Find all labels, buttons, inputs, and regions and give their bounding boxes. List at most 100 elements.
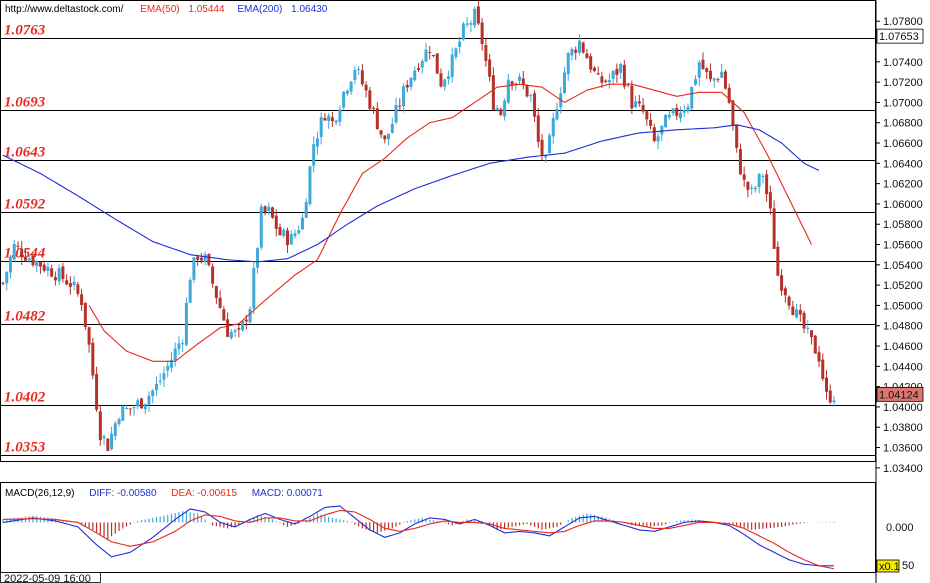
candle-up	[562, 72, 566, 94]
macd-indicator-label: MACD(26,12,9)	[5, 488, 74, 499]
candle-up	[312, 144, 316, 166]
candle-down	[80, 294, 84, 305]
candle-up	[177, 343, 181, 349]
candle-up	[806, 327, 810, 329]
candle-down	[716, 79, 720, 81]
candle-up	[349, 81, 353, 92]
candle-down	[237, 328, 241, 330]
candle-down	[581, 42, 585, 53]
candle-down	[828, 390, 832, 403]
candle-down	[787, 296, 791, 306]
candle-up	[297, 230, 301, 234]
candle-down	[263, 206, 267, 213]
price-label: 1.04124	[879, 389, 919, 401]
candle-down	[98, 411, 102, 441]
candle-up	[626, 84, 630, 87]
candle-up	[390, 123, 394, 133]
price-tick-label: 1.07000	[883, 97, 923, 109]
candle-up	[151, 390, 155, 397]
candle-down	[364, 84, 368, 91]
candle-up	[125, 407, 129, 409]
candle-up	[473, 8, 477, 26]
macd-scale-value: 50	[902, 560, 914, 572]
candle-down	[1, 282, 5, 284]
ema200-label: EMA(200)	[237, 4, 282, 15]
candle-down	[68, 283, 72, 287]
candle-up	[544, 155, 548, 158]
candle-up	[446, 76, 450, 80]
candle-up	[184, 302, 188, 345]
candle-down	[731, 100, 735, 126]
ema50-value: 1.05444	[188, 4, 225, 15]
candle-up	[181, 343, 185, 345]
source-url: http://www.deltastock.com/	[5, 4, 124, 15]
candle-up	[102, 436, 106, 439]
candle-up	[720, 71, 724, 78]
candle-down	[222, 309, 226, 321]
candle-up	[327, 115, 331, 122]
candle-down	[491, 75, 495, 110]
level-label: 1.0763	[4, 23, 46, 39]
candle-down	[701, 59, 705, 69]
candle-down	[798, 309, 802, 315]
candle-up	[634, 101, 638, 108]
candle-up	[143, 403, 147, 410]
candle-up	[259, 206, 263, 248]
candle-up	[450, 54, 454, 78]
candle-down	[211, 266, 215, 284]
candle-up	[12, 244, 16, 260]
candle-up	[121, 406, 125, 421]
candle-down	[525, 85, 529, 97]
price-axis-ticks: 1.07800 1.07400 1.07200 1.07000 1.06800 1.066…	[876, 16, 923, 475]
candle-down	[540, 139, 544, 155]
candle-down	[499, 109, 503, 115]
candle-down	[783, 288, 787, 296]
candle-up	[110, 433, 114, 450]
candle-down	[738, 149, 742, 175]
candle-up	[345, 90, 349, 94]
price-tick-label: 1.06200	[883, 179, 923, 191]
candle-down	[705, 68, 709, 72]
candle-down	[383, 135, 387, 140]
candle-down	[405, 84, 409, 88]
price-tick-label: 1.06400	[883, 158, 923, 170]
candle-down	[199, 257, 203, 261]
candle-up	[5, 271, 9, 284]
candle-down	[23, 257, 27, 261]
candle-down	[83, 302, 87, 327]
candle-down	[42, 264, 46, 271]
macd-info: MACD(26,12,9) DIFF: -0.00580 DEA: -0.006…	[5, 488, 323, 499]
level-label: 1.0643	[4, 145, 46, 161]
price-label-box	[876, 386, 924, 402]
candle-down	[61, 266, 65, 280]
candle-up	[334, 120, 338, 123]
footer-date: 2022-05-09 16:00	[4, 573, 91, 583]
candle-up	[832, 400, 836, 403]
candle-down	[128, 408, 132, 410]
candle-down	[218, 297, 222, 308]
candle-down	[821, 359, 825, 379]
candle-down	[765, 174, 769, 195]
candle-up	[420, 60, 424, 68]
candle-down	[589, 56, 593, 70]
macd-value-label: MACD: 0.00071	[252, 488, 324, 499]
candlestick-series	[1, 0, 836, 452]
candle-up	[136, 400, 140, 407]
candle-up	[166, 365, 170, 371]
candle-up	[319, 117, 323, 138]
candle-up	[132, 407, 136, 409]
candle-up	[162, 373, 166, 380]
candle-up	[712, 78, 716, 81]
candle-down	[596, 73, 600, 75]
ema50-line	[88, 83, 812, 362]
candle-down	[428, 51, 432, 53]
candle-up	[154, 384, 158, 391]
price-label: 1.07653	[879, 31, 919, 43]
ema200-line	[2, 124, 820, 263]
candle-up	[173, 348, 177, 361]
candle-up	[113, 423, 117, 437]
candle-up	[203, 254, 207, 263]
candle-down	[435, 53, 439, 74]
